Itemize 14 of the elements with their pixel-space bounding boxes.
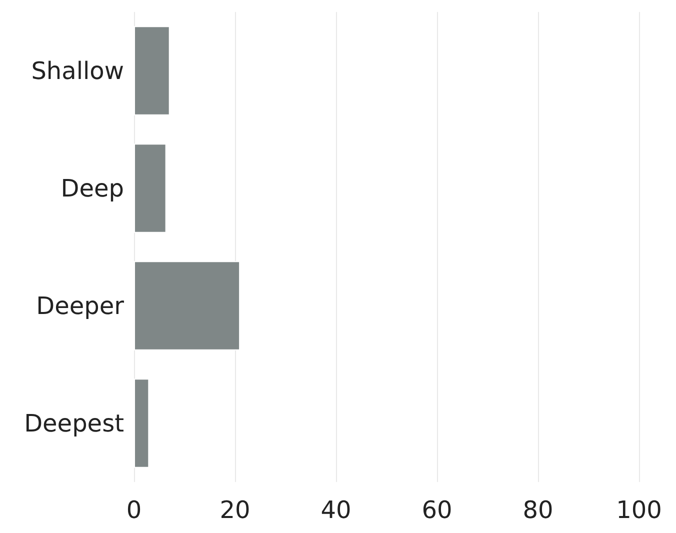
x-tick-label: 80 [522, 496, 554, 524]
bar [134, 378, 150, 468]
x-tick-label: 60 [422, 496, 452, 524]
bar [134, 144, 166, 233]
x-tick-label: 0 [126, 496, 142, 524]
y-tick-label: Deep [60, 174, 124, 202]
bar [134, 261, 240, 350]
y-tick-label: Shallow [31, 56, 124, 85]
x-tick-label: 40 [320, 496, 352, 524]
y-tick-label: Deepest [24, 409, 124, 438]
bar [134, 26, 170, 116]
x-tick-label: 20 [220, 496, 250, 524]
y-tick-label: Deeper [36, 292, 124, 320]
x-tick-label: 100 [616, 496, 662, 524]
